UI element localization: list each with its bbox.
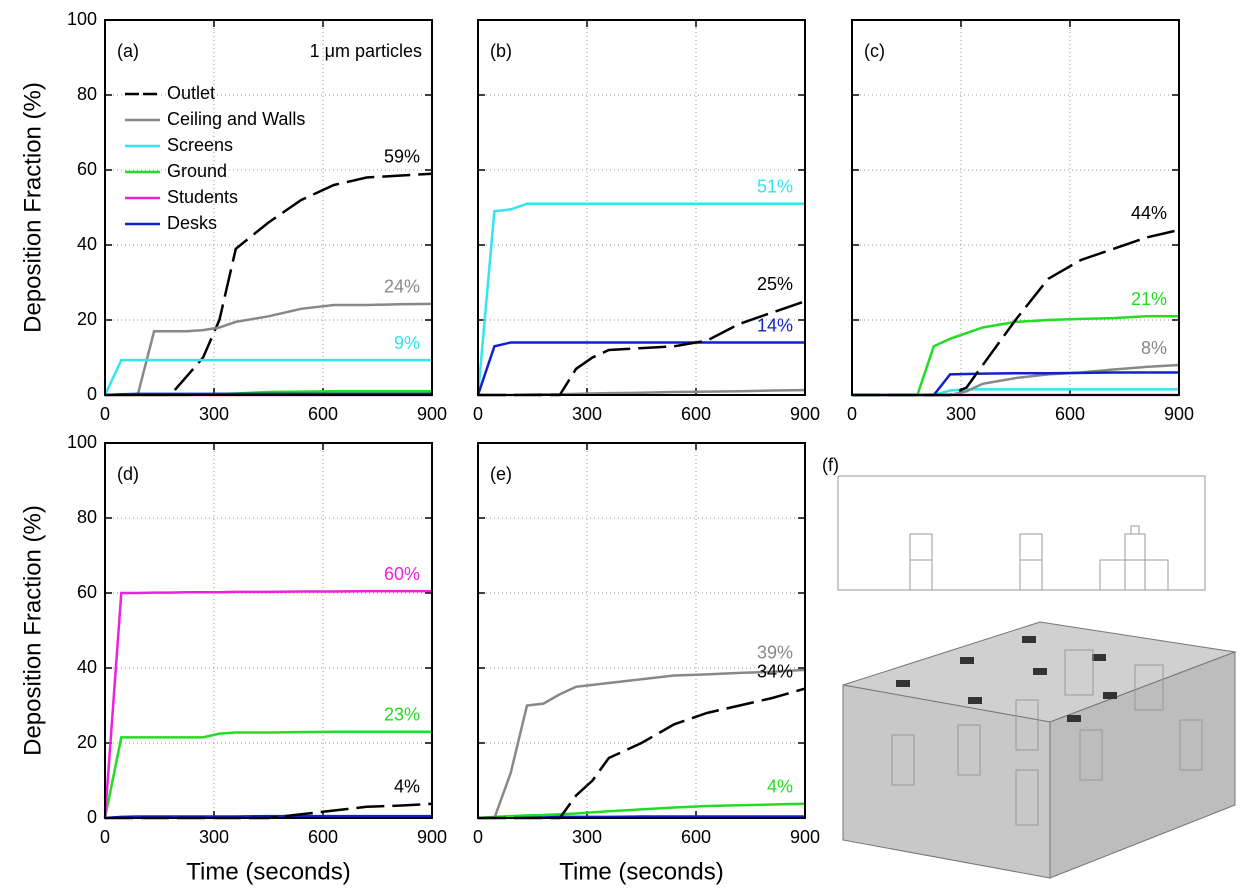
panel-label: (e)	[490, 464, 512, 484]
y-tick-label: 80	[77, 507, 97, 527]
end-label: 24%	[384, 277, 420, 297]
x-tick-label: 0	[473, 827, 483, 847]
end-label: 60%	[384, 564, 420, 584]
x-tick-label: 600	[681, 404, 711, 424]
y-tick-label: 20	[77, 309, 97, 329]
y-tick-label: 100	[67, 432, 97, 452]
end-label: 23%	[384, 705, 420, 725]
end-label: 25%	[757, 274, 793, 294]
end-label: 44%	[1131, 203, 1167, 223]
x-tick-label: 900	[790, 404, 820, 424]
x-tick-label: 0	[100, 827, 110, 847]
end-label: 8%	[1141, 338, 1167, 358]
x-tick-label: 600	[1055, 404, 1085, 424]
x-axis-label: Time (seconds)	[186, 858, 350, 885]
end-label: 21%	[1131, 289, 1167, 309]
panel-label: (d)	[117, 464, 139, 484]
y-axis-label: Deposition Fraction (%)	[19, 82, 46, 333]
end-label: 9%	[394, 333, 420, 353]
y-tick-label: 80	[77, 84, 97, 104]
end-label: 4%	[767, 777, 793, 797]
y-tick-label: 100	[67, 9, 97, 29]
y-tick-label: 60	[77, 159, 97, 179]
series-line	[478, 301, 805, 395]
annotation: 1 μm particles	[310, 41, 422, 61]
series-line	[105, 591, 432, 818]
panel-label: (a)	[117, 41, 139, 61]
x-tick-label: 900	[790, 827, 820, 847]
x-tick-label: 300	[572, 827, 602, 847]
x-tick-label: 900	[417, 404, 447, 424]
plot-frame	[478, 443, 805, 818]
y-tick-label: 40	[77, 657, 97, 677]
figure: (f) 020406080100030060090059%24%9%(a)1 μ…	[0, 0, 1245, 892]
y-tick-label: 0	[87, 384, 97, 404]
y-tick-label: 40	[77, 234, 97, 254]
end-label: 59%	[384, 147, 420, 167]
series-line	[852, 230, 1179, 395]
x-tick-label: 300	[572, 404, 602, 424]
end-label: 39%	[757, 643, 793, 663]
series-line	[852, 316, 1179, 395]
series-line	[105, 174, 432, 395]
plot-frame	[105, 443, 432, 818]
panel-label: (f)	[822, 455, 839, 475]
legend-label: Ground	[167, 161, 227, 181]
end-label: 4%	[394, 777, 420, 797]
end-label: 14%	[757, 315, 793, 335]
x-tick-label: 600	[308, 404, 338, 424]
series-line	[478, 343, 805, 396]
end-label: 34%	[757, 661, 793, 681]
x-tick-label: 300	[946, 404, 976, 424]
x-tick-label: 600	[308, 827, 338, 847]
legend-label: Students	[167, 187, 238, 207]
x-tick-label: 300	[199, 827, 229, 847]
plot-frame	[105, 20, 432, 395]
series-line	[105, 360, 432, 395]
y-axis-label: Deposition Fraction (%)	[19, 505, 46, 756]
x-axis-label: Time (seconds)	[559, 858, 723, 885]
plot-frame	[852, 20, 1179, 395]
legend-label: Screens	[167, 135, 233, 155]
x-tick-label: 0	[847, 404, 857, 424]
x-tick-label: 600	[681, 827, 711, 847]
series-line	[105, 304, 432, 395]
y-tick-label: 60	[77, 582, 97, 602]
x-tick-label: 900	[1164, 404, 1194, 424]
x-tick-label: 300	[199, 404, 229, 424]
legend-label: Ceiling and Walls	[167, 109, 305, 129]
room-diagram	[838, 476, 1235, 878]
x-tick-label: 0	[100, 404, 110, 424]
end-label: 51%	[757, 177, 793, 197]
y-tick-label: 20	[77, 732, 97, 752]
plot-frame	[478, 20, 805, 395]
y-tick-label: 0	[87, 807, 97, 827]
panel-label: (c)	[864, 41, 885, 61]
legend-label: Desks	[167, 213, 217, 233]
panel-label: (b)	[490, 41, 512, 61]
series-line	[852, 373, 1179, 396]
x-tick-label: 0	[473, 404, 483, 424]
series-line	[478, 204, 805, 395]
legend-label: Outlet	[167, 83, 215, 103]
x-tick-label: 900	[417, 827, 447, 847]
